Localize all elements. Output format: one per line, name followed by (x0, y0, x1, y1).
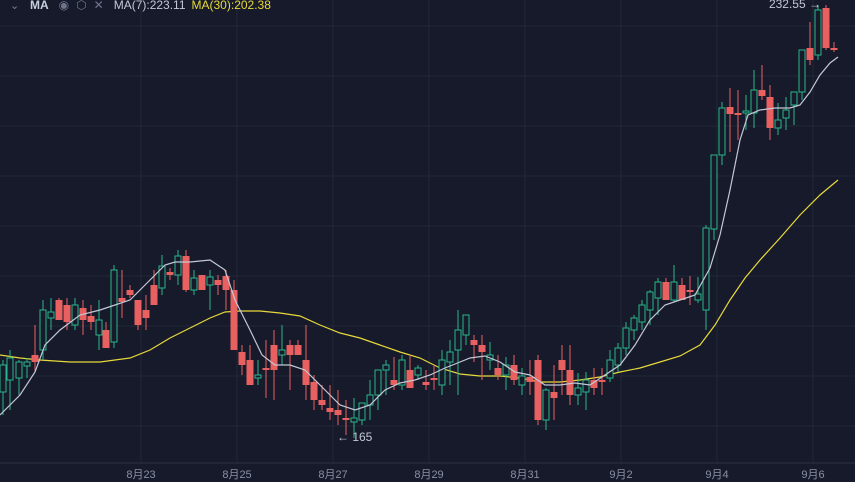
chevron-down-icon[interactable]: ⌄ (10, 0, 20, 12)
candlestick-chart[interactable] (0, 0, 855, 472)
x-axis-label: 9月4 (705, 469, 729, 481)
high-price-label: 232.55 → (768, 0, 821, 11)
x-axis-label: 8月23 (126, 469, 156, 481)
grid-lines (0, 0, 855, 463)
close-icon[interactable]: ✕ (93, 0, 104, 12)
x-axis-label: 9月2 (609, 469, 633, 481)
candles (0, 5, 838, 438)
x-axis-label: 8月25 (222, 469, 252, 481)
low-price-label: ← 165 (337, 430, 373, 444)
ma7-line (0, 56, 839, 416)
indicator-name: MA (30, 0, 49, 12)
ma7-value: MA(7):223.11 (113, 0, 186, 12)
x-axis-label: 8月29 (414, 469, 444, 481)
indicator-legend: ⌄ MA ◉ ⬡ ✕ MA(7):223.11 MA(30):202.38 (10, 0, 271, 13)
x-axis-label: 9月6 (801, 469, 825, 481)
gear-hex-icon[interactable]: ⬡ (76, 0, 87, 12)
x-axis-label: 8月31 (510, 469, 540, 481)
ma30-value: MA(30):202.38 (191, 0, 271, 12)
x-axis-label: 8月27 (318, 469, 348, 481)
eye-icon[interactable]: ◉ (58, 0, 70, 12)
